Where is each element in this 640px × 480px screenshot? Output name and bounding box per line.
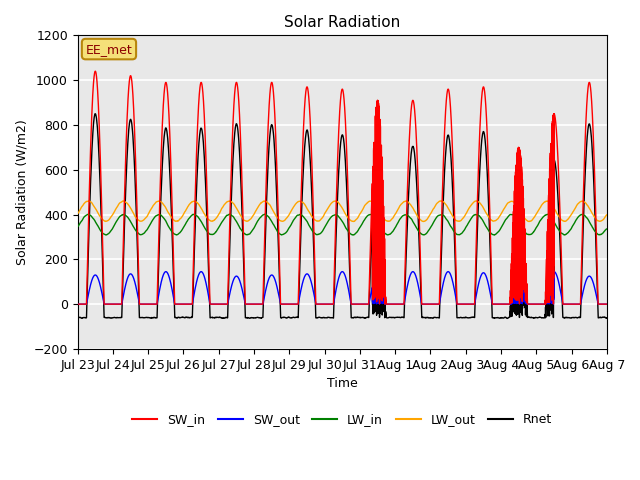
Legend: SW_in, SW_out, LW_in, LW_out, Rnet: SW_in, SW_out, LW_in, LW_out, Rnet [127,408,557,432]
Y-axis label: Solar Radiation (W/m2): Solar Radiation (W/m2) [15,119,28,265]
Text: EE_met: EE_met [86,43,132,56]
Title: Solar Radiation: Solar Radiation [284,15,401,30]
X-axis label: Time: Time [327,377,358,390]
